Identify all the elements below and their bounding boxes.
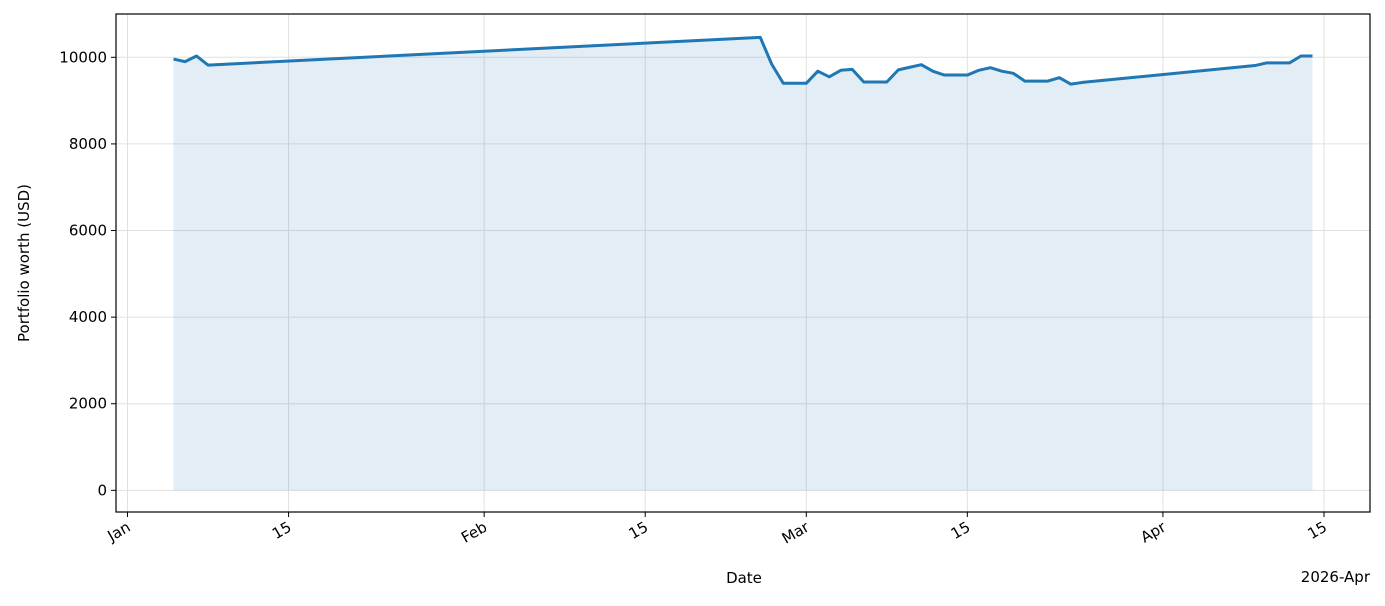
- y-tick-label: 8000: [69, 135, 107, 153]
- x-axis-label: Date: [726, 569, 762, 587]
- x-tick-label: 15: [626, 518, 652, 543]
- x-tick-label: Jan: [104, 518, 134, 546]
- y-tick-label: 2000: [69, 395, 107, 413]
- x-tick-label: 15: [1304, 518, 1330, 543]
- y-tick-label: 4000: [69, 308, 107, 326]
- y-tick-label: 0: [97, 481, 107, 499]
- plot-frame: [115, 13, 1371, 513]
- x-offset-label: 2026-Apr: [1301, 568, 1371, 586]
- y-tick-label: 6000: [69, 222, 107, 240]
- x-tick-label: 15: [269, 518, 295, 543]
- y-tick-label: 10000: [59, 48, 107, 66]
- y-axis-label: Portfolio worth (USD): [15, 184, 33, 342]
- x-tick-label: Mar: [779, 517, 813, 547]
- x-tick-label: Feb: [458, 518, 490, 547]
- x-tick-label: 15: [948, 518, 974, 543]
- line: [173, 35, 1313, 86]
- x-tick-label: Apr: [1137, 517, 1169, 546]
- area: [173, 37, 1313, 491]
